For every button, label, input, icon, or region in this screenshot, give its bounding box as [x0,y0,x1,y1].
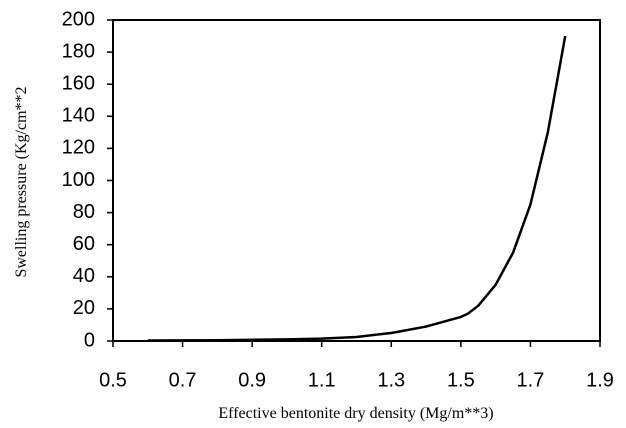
y-tick-label: 20 [73,297,95,319]
x-tick-label: 1.9 [586,369,614,391]
y-tick-label: 180 [62,40,95,62]
y-tick-label: 0 [84,329,95,351]
plot-frame [112,19,601,342]
y-tick-label: 200 [62,8,95,30]
x-tick-label: 1.5 [447,369,475,391]
x-tick-label: 0.5 [99,369,127,391]
x-tick-label: 1.1 [308,369,336,391]
x-axis-title: Effective bentonite dry density (Mg/m**3… [218,405,493,422]
y-tick-label: 60 [73,233,95,255]
x-tick-label: 1.3 [377,369,405,391]
x-tick-label: 0.9 [238,369,266,391]
y-tick-label: 100 [62,169,95,191]
data-line [147,35,567,342]
x-tick-label: 1.7 [517,369,545,391]
x-tick-label: 0.7 [169,369,197,391]
y-axis-title: Swelling pressure (Kg/cm**2 [13,86,30,277]
y-tick-label: 160 [62,72,95,94]
y-tick-label: 40 [73,265,95,287]
y-tick-label: 140 [62,105,95,127]
y-tick-label: 120 [62,137,95,159]
y-tick-label: 80 [73,201,95,223]
